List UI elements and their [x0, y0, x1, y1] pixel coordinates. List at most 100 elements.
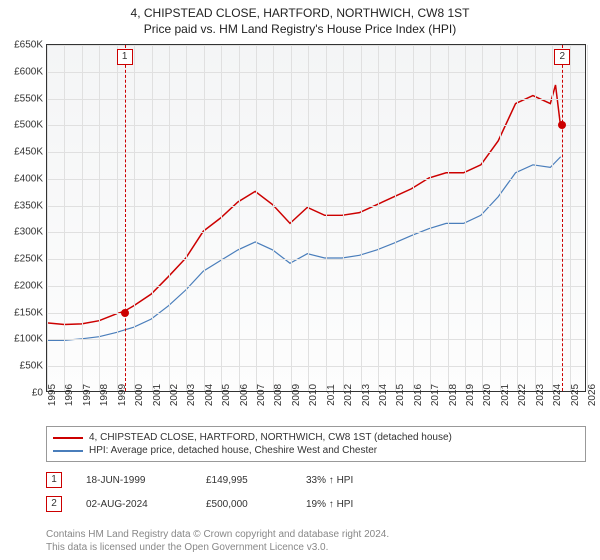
sale-vline [562, 45, 563, 391]
y-tick-label: £600K [14, 66, 43, 77]
gridline-v [152, 45, 153, 391]
x-tick-label: 2015 [395, 384, 406, 406]
gridline-v [99, 45, 100, 391]
x-tick-label: 2017 [430, 384, 441, 406]
sale-vline [125, 45, 126, 391]
gridline-v [326, 45, 327, 391]
gridline-h [47, 339, 585, 340]
x-tick-label: 2018 [448, 384, 459, 406]
gridline-v [117, 45, 118, 391]
legend-label: 4, CHIPSTEAD CLOSE, HARTFORD, NORTHWICH,… [89, 432, 452, 443]
y-tick-label: £400K [14, 173, 43, 184]
x-tick-label: 2020 [482, 384, 493, 406]
sale-annotation: 1 [117, 49, 133, 65]
gridline-v [134, 45, 135, 391]
x-tick-label: 2005 [221, 384, 232, 406]
y-tick-label: £550K [14, 93, 43, 104]
x-tick-label: 2003 [186, 384, 197, 406]
gridline-h [47, 179, 585, 180]
sale-date: 02-AUG-2024 [86, 499, 206, 510]
x-tick-label: 1998 [99, 384, 110, 406]
x-tick-label: 2007 [256, 384, 267, 406]
gridline-v [378, 45, 379, 391]
gridline-v [204, 45, 205, 391]
gridline-v [465, 45, 466, 391]
legend-swatch [53, 450, 83, 452]
gridline-h [47, 232, 585, 233]
legend-item: 4, CHIPSTEAD CLOSE, HARTFORD, NORTHWICH,… [53, 431, 579, 444]
gridline-v [500, 45, 501, 391]
y-tick-label: £200K [14, 280, 43, 291]
x-tick-label: 1997 [82, 384, 93, 406]
x-tick-label: 2014 [378, 384, 389, 406]
x-tick-label: 1996 [64, 384, 75, 406]
x-tick-label: 2025 [570, 384, 581, 406]
gridline-v [308, 45, 309, 391]
y-tick-label: £100K [14, 334, 43, 345]
x-tick-label: 2002 [169, 384, 180, 406]
x-tick-label: 2021 [500, 384, 511, 406]
x-tick-label: 2011 [326, 384, 337, 406]
gridline-v [430, 45, 431, 391]
y-tick-label: £300K [14, 227, 43, 238]
gridline-h [47, 286, 585, 287]
x-tick-label: 2016 [413, 384, 424, 406]
legend: 4, CHIPSTEAD CLOSE, HARTFORD, NORTHWICH,… [46, 426, 586, 462]
gridline-v [587, 45, 588, 391]
footer-line: This data is licensed under the Open Gov… [46, 541, 389, 554]
gridline-v [64, 45, 65, 391]
x-tick-label: 2000 [134, 384, 145, 406]
gridline-v [448, 45, 449, 391]
y-tick-label: £500K [14, 120, 43, 131]
gridline-v [395, 45, 396, 391]
y-tick-label: £650K [14, 40, 43, 51]
gridline-v [221, 45, 222, 391]
gridline-h [47, 366, 585, 367]
y-tick-label: £50K [20, 361, 43, 372]
chart-title: 4, CHIPSTEAD CLOSE, HARTFORD, NORTHWICH,… [0, 6, 600, 20]
footer: Contains HM Land Registry data © Crown c… [46, 528, 389, 554]
gridline-v [273, 45, 274, 391]
table-row: 1 18-JUN-1999 £149,995 33% ↑ HPI [46, 468, 586, 492]
x-tick-label: 2001 [152, 384, 163, 406]
sale-annotation: 2 [554, 49, 570, 65]
sale-price: £500,000 [206, 499, 306, 510]
sale-price: £149,995 [206, 475, 306, 486]
y-tick-label: £250K [14, 254, 43, 265]
gridline-v [239, 45, 240, 391]
sales-table: 1 18-JUN-1999 £149,995 33% ↑ HPI 2 02-AU… [46, 468, 586, 516]
gridline-v [82, 45, 83, 391]
plot-area: £0£50K£100K£150K£200K£250K£300K£350K£400… [46, 44, 586, 392]
gridline-v [413, 45, 414, 391]
legend-item: HPI: Average price, detached house, Ches… [53, 444, 579, 457]
x-tick-label: 2004 [204, 384, 215, 406]
gridline-h [47, 259, 585, 260]
gridline-v [570, 45, 571, 391]
legend-label: HPI: Average price, detached house, Ches… [89, 445, 377, 456]
table-row: 2 02-AUG-2024 £500,000 19% ↑ HPI [46, 492, 586, 516]
sale-marker [121, 309, 129, 317]
chart-container: 4, CHIPSTEAD CLOSE, HARTFORD, NORTHWICH,… [0, 0, 600, 560]
x-tick-label: 2026 [587, 384, 598, 406]
x-tick-label: 2023 [535, 384, 546, 406]
x-tick-label: 2022 [517, 384, 528, 406]
x-tick-label: 2012 [343, 384, 354, 406]
gridline-v [482, 45, 483, 391]
gridline-h [47, 45, 585, 46]
gridline-v [361, 45, 362, 391]
gridline-v [47, 45, 48, 391]
chart-subtitle: Price paid vs. HM Land Registry's House … [0, 22, 600, 36]
x-tick-label: 2009 [291, 384, 302, 406]
y-tick-label: £350K [14, 200, 43, 211]
gridline-v [291, 45, 292, 391]
gridline-h [47, 125, 585, 126]
gridline-v [343, 45, 344, 391]
sale-diff: 19% ↑ HPI [306, 499, 406, 510]
gridline-h [47, 206, 585, 207]
gridline-v [186, 45, 187, 391]
y-tick-label: £150K [14, 307, 43, 318]
x-tick-label: 1995 [47, 384, 58, 406]
x-tick-label: 2019 [465, 384, 476, 406]
title-block: 4, CHIPSTEAD CLOSE, HARTFORD, NORTHWICH,… [0, 0, 600, 36]
footer-line: Contains HM Land Registry data © Crown c… [46, 528, 389, 541]
